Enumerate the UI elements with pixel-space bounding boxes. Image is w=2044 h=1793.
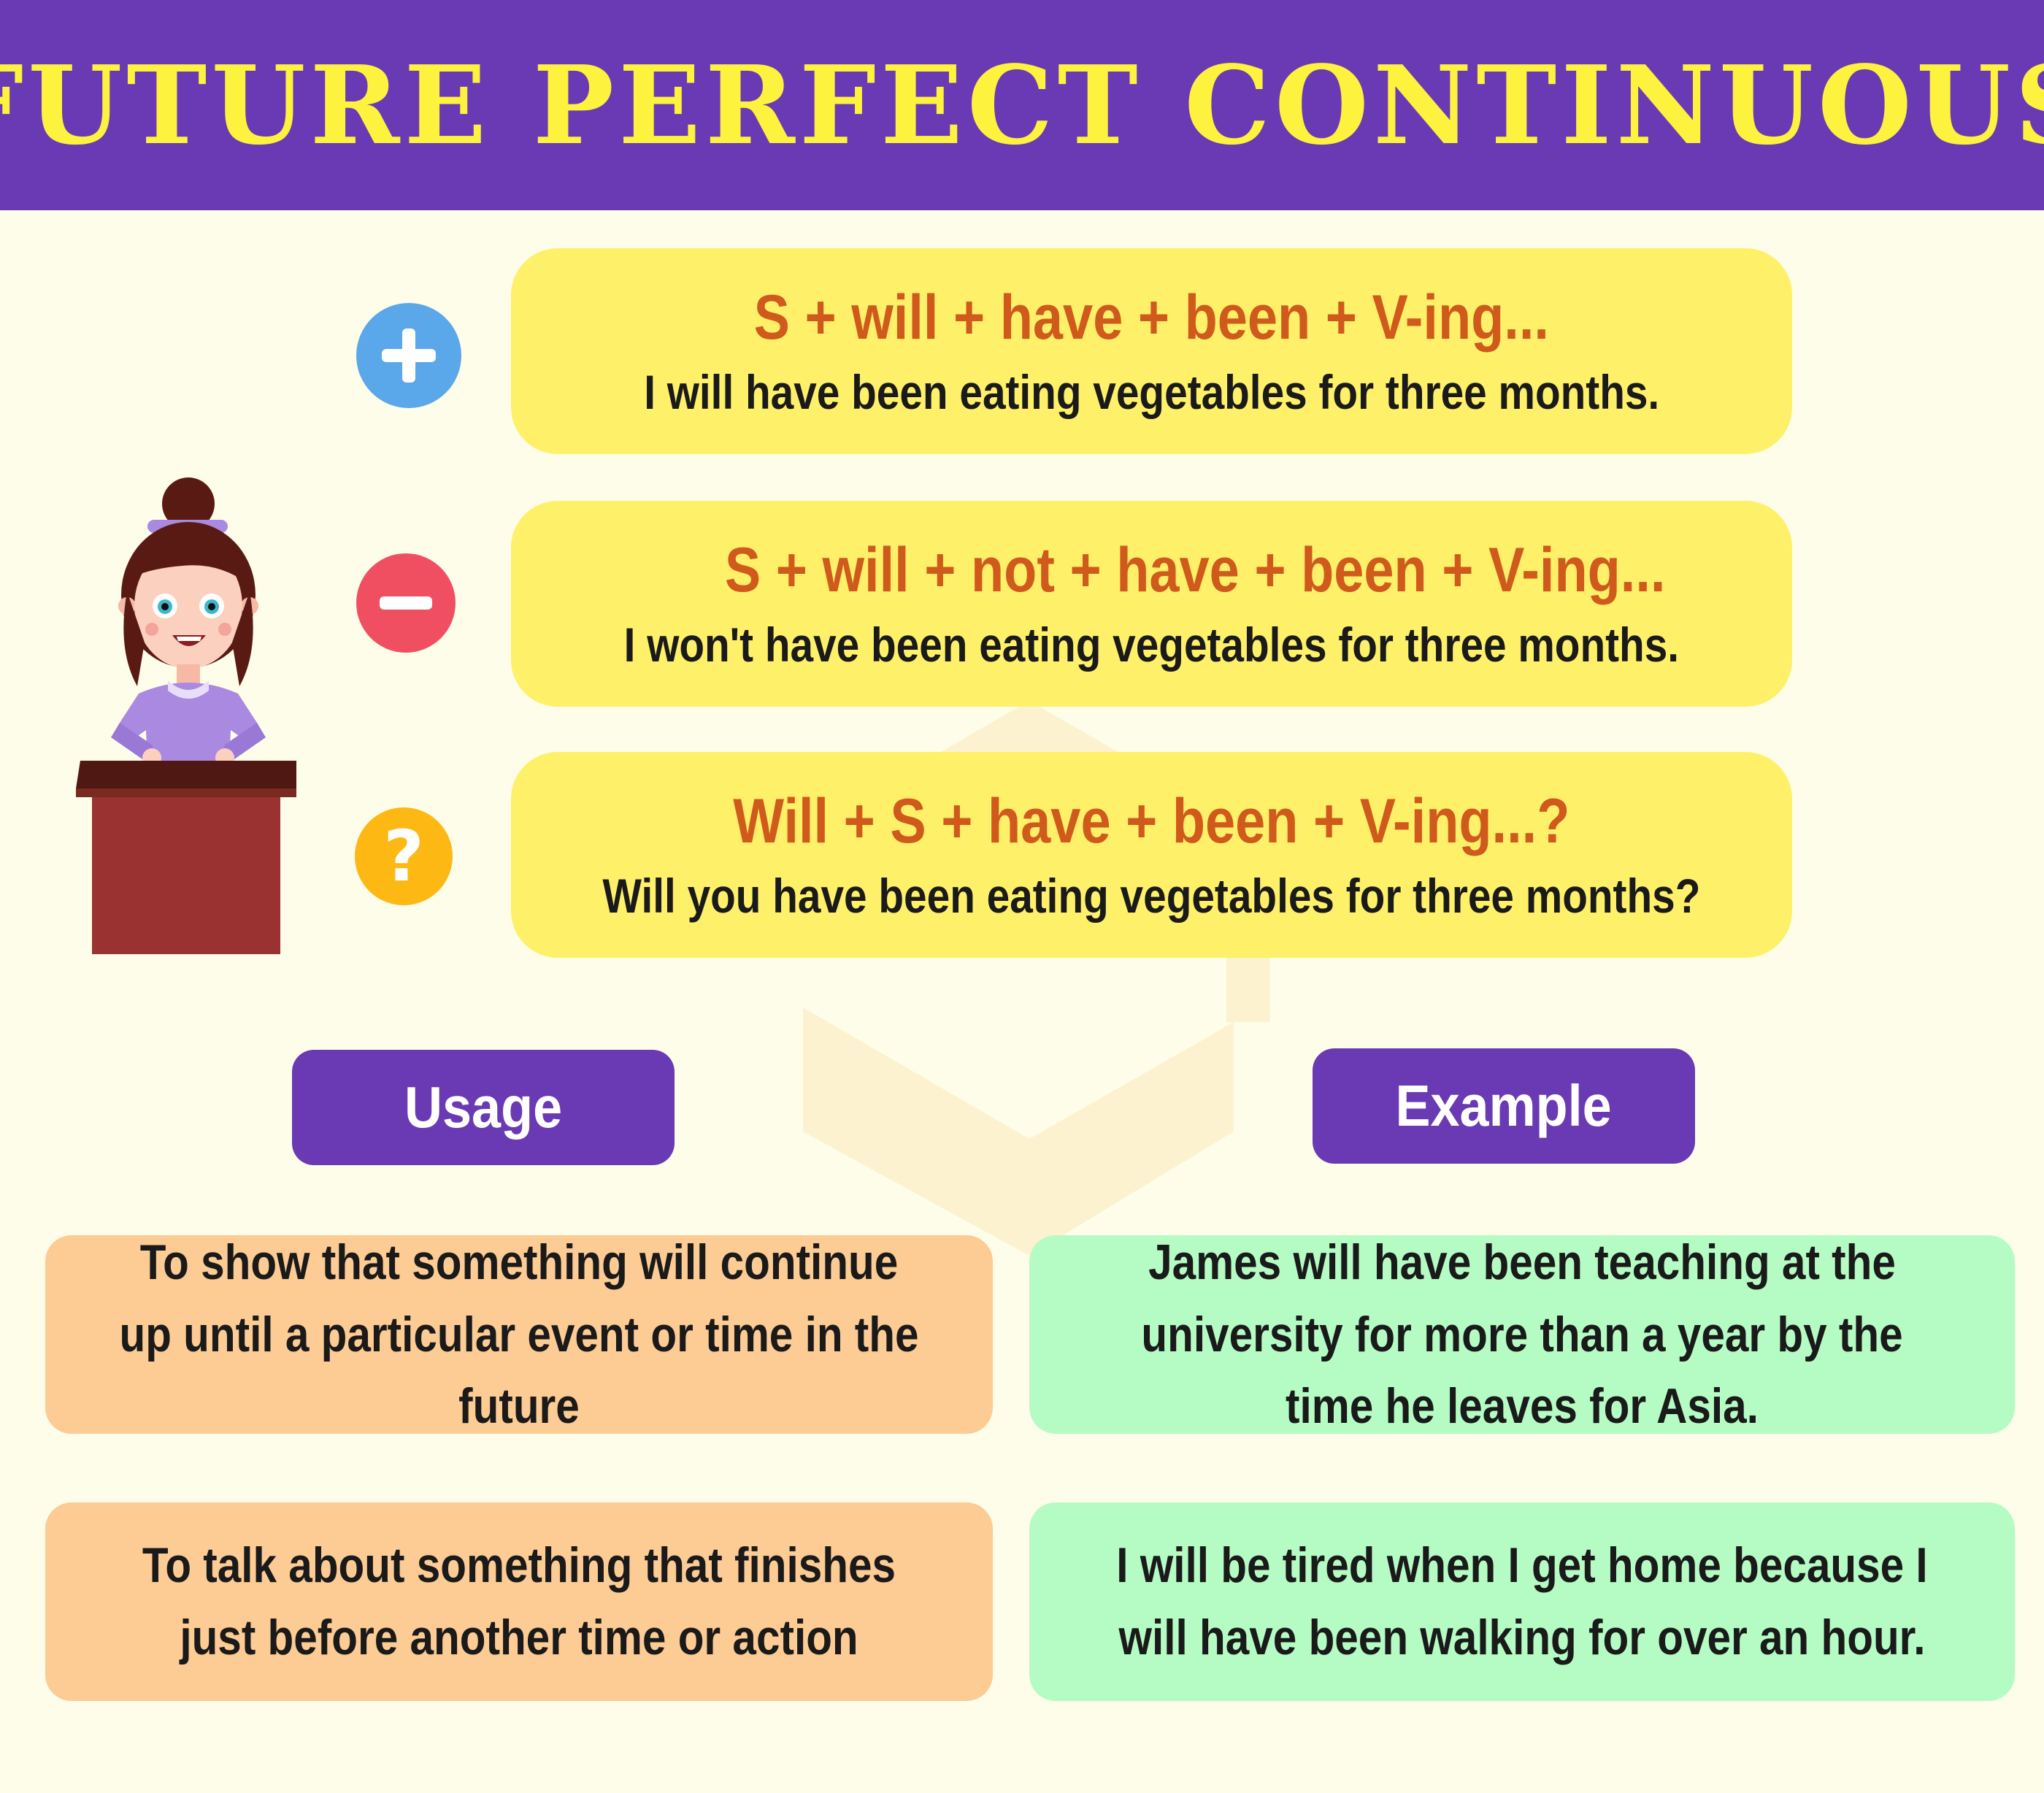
affirmative-formula: S + will + have + been + V-ing... xyxy=(753,283,1550,353)
question-formula: Will + S + have + been + V-ing...? xyxy=(733,786,1570,857)
plus-icon xyxy=(356,303,461,408)
negative-formula: S + will + not + have + been + V-ing... xyxy=(725,535,1666,606)
affirmative-example: I will have been eating vegetables for t… xyxy=(644,365,1659,419)
negative-example: I won't have been eating vegetables for … xyxy=(623,618,1680,672)
question-example: Will you have been eating vegetables for… xyxy=(602,869,1701,923)
header-banner: FUTURE PERFECT CONTINUOUS xyxy=(0,0,2044,210)
usage-card-1: To show that something will continue up … xyxy=(45,1235,993,1434)
negative-formula-box: S + will + not + have + been + V-ing... … xyxy=(511,501,1792,707)
page-title: FUTURE PERFECT CONTINUOUS xyxy=(0,42,2044,169)
question-formula-box: Will + S + have + been + V-ing...? Will … xyxy=(511,752,1792,958)
question-icon: ? xyxy=(355,807,453,905)
example-card-2: I will be tired when I get home because … xyxy=(1029,1502,2015,1701)
usage-card-2: To talk about something that finishes ju… xyxy=(45,1502,993,1701)
example-text-1: James will have been teaching at the uni… xyxy=(1141,1235,1903,1435)
affirmative-formula-box: S + will + have + been + V-ing... I will… xyxy=(511,248,1792,454)
usage-text-1: To show that something will continue up … xyxy=(119,1235,919,1435)
example-text-2: I will be tired when I get home because … xyxy=(1116,1537,1928,1665)
minus-icon xyxy=(356,553,456,653)
example-label: Example xyxy=(1313,1048,1695,1164)
usage-label: Usage xyxy=(292,1050,675,1165)
teacher-illustration xyxy=(76,477,296,954)
example-card-1: James will have been teaching at the uni… xyxy=(1029,1235,2015,1434)
usage-text-2: To talk about something that finishes ju… xyxy=(142,1537,896,1665)
